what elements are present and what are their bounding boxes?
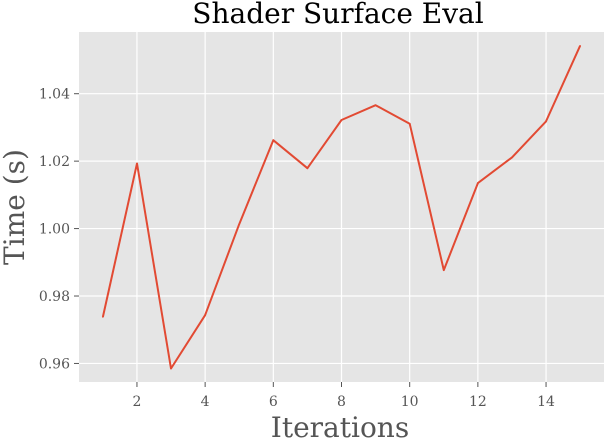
x-tick-label: 8 (337, 394, 346, 410)
y-tick-label: 1.02 (39, 154, 70, 170)
x-tick-label: 6 (269, 394, 278, 410)
data-point (102, 316, 104, 318)
x-tick-label: 14 (537, 394, 555, 410)
data-point (136, 162, 138, 165)
y-tick-label: 0.96 (39, 356, 70, 372)
data-point (511, 156, 513, 159)
data-point (340, 119, 343, 121)
data-point (477, 182, 479, 184)
data-point (204, 314, 206, 317)
x-tick-label: 2 (132, 394, 141, 410)
x-tick-label: 12 (469, 394, 487, 410)
x-axis-label: Iterations (271, 411, 409, 444)
data-point (545, 120, 547, 123)
y-tick-label: 0.98 (39, 289, 70, 305)
y-tick-label: 1.00 (39, 222, 70, 238)
data-point (442, 269, 445, 271)
data-point (579, 45, 581, 47)
series-layer (101, 45, 582, 370)
data-point (408, 122, 411, 125)
data-point (374, 104, 377, 106)
chart-title: Shader Surface Eval (192, 0, 483, 30)
data-point (170, 367, 172, 370)
y-tick-label: 1.04 (39, 87, 70, 103)
grid-lines (79, 32, 604, 382)
axis-ticks: 2 4 6 8 10 12 14 0.96 0.98 1.00 1.02 1.04 (39, 87, 555, 410)
y-axis-label: Time (s) (0, 149, 31, 265)
data-point (272, 139, 275, 142)
data-point (306, 167, 309, 170)
x-tick-label: 4 (201, 394, 210, 410)
data-point (238, 223, 241, 225)
x-tick-label: 10 (401, 394, 419, 410)
